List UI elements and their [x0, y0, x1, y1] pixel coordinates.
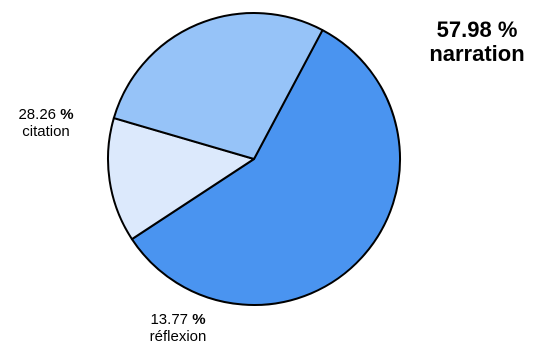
pie-slice-citation — [112, 12, 324, 160]
slice-name-reflexion: réflexion — [149, 327, 207, 345]
pie-slice-narration — [130, 29, 401, 306]
slice-value-number-reflexion: 13.77 — [150, 311, 189, 328]
percent-sign-citation: % — [60, 106, 74, 123]
slice-value-narration: 57.98 % — [402, 17, 540, 42]
slice-value-number-citation: 28.26 — [18, 106, 57, 123]
slice-value-reflexion: 13.77 % — [118, 311, 238, 329]
slice-name-narration: narration — [429, 41, 525, 67]
percent-sign-narration: % — [497, 17, 518, 42]
slice-label-citation: 28.26 % citation — [4, 106, 88, 140]
slice-name-citation: citation — [22, 122, 70, 140]
pie-slices — [107, 12, 401, 306]
slice-value-number-narration: 57.98 — [436, 17, 492, 42]
slice-value-citation: 28.26 % — [4, 106, 88, 124]
percent-sign-reflexion: % — [192, 311, 206, 328]
slice-label-narration: 57.98 % narration — [402, 17, 540, 67]
slice-label-reflexion: 13.77 % réflexion — [118, 311, 238, 345]
